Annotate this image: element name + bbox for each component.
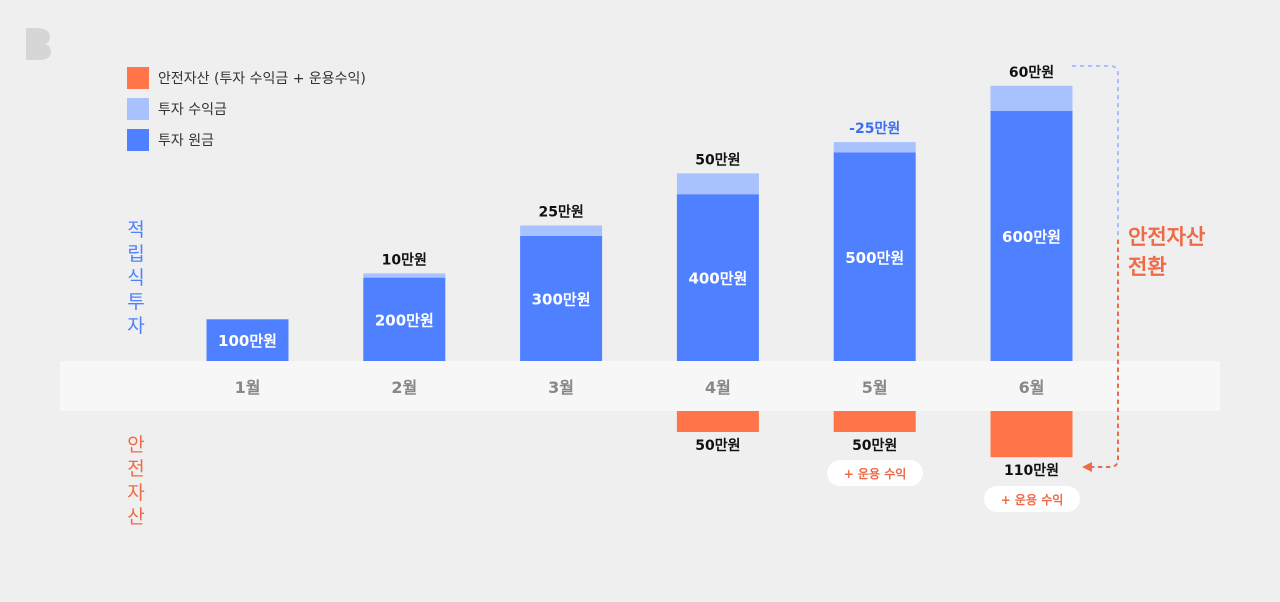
legend-label: 안전자산 (투자 수익금 + 운용수익) [158, 71, 366, 87]
profit-value-label: 60만원 [1009, 65, 1054, 81]
safe-asset-bar [833, 411, 916, 432]
safe-asset-bar [676, 411, 759, 432]
safe-asset-value-label: 110만원 [1004, 463, 1059, 479]
principal-bar [676, 194, 759, 361]
legend-item-profit: 투자 수익금 [127, 98, 366, 120]
legend-label: 투자 원금 [158, 133, 214, 149]
principal-bar [363, 277, 446, 361]
conversion-arrow-head [1082, 462, 1092, 472]
side-label-safe-asset: 안전자산 [127, 434, 145, 528]
x-tick-label: 3월 [548, 378, 574, 397]
x-tick-label: 4월 [705, 378, 731, 397]
profit-bar [520, 225, 603, 236]
profit-value-label: -25만원 [849, 121, 900, 137]
profit-bar [990, 85, 1073, 111]
profit-value-label: 25만원 [538, 204, 583, 220]
operating-profit-pill-june: + 운용 수익 [984, 486, 1080, 512]
principal-value-label: 400만원 [688, 270, 747, 288]
x-tick-label: 6월 [1019, 378, 1045, 397]
profit-bar [363, 273, 446, 278]
principal-value-label: 500만원 [845, 249, 904, 267]
brand-logo [24, 26, 52, 66]
legend-label: 투자 수익금 [158, 102, 227, 118]
principal-value-label: 200만원 [375, 311, 434, 329]
profit-bar [833, 142, 916, 153]
principal-bar [833, 152, 916, 361]
safe-asset-value-label: 50만원 [695, 438, 740, 454]
x-tick-label: 2월 [391, 378, 417, 397]
principal-value-label: 100만원 [218, 332, 277, 350]
legend-item-principal: 투자 원금 [127, 129, 366, 151]
principal-bar [990, 110, 1073, 361]
principal-bar [206, 319, 289, 361]
x-axis-band [60, 361, 1220, 411]
x-tick-label: 1월 [235, 378, 261, 397]
profit-value-label: 50만원 [695, 152, 740, 168]
legend-item-safe-asset: 안전자산 (투자 수익금 + 운용수익) [127, 67, 366, 89]
side-label-installment: 적립식투자 [127, 219, 145, 337]
legend-swatch-safe-asset [127, 67, 149, 89]
safe-asset-conversion-label: 안전자산 전환 [1128, 225, 1206, 279]
principal-value-label: 600만원 [1002, 228, 1061, 246]
legend-swatch-principal [127, 129, 149, 151]
profit-value-label: 10만원 [382, 252, 427, 268]
operating-profit-pill-may: + 운용 수익 [827, 460, 923, 486]
principal-bar [520, 235, 603, 361]
legend-swatch-profit [127, 98, 149, 120]
x-tick-label: 5월 [862, 378, 888, 397]
profit-bar [676, 173, 759, 195]
conversion-arrow-bottom [1090, 240, 1119, 468]
chart-legend: 안전자산 (투자 수익금 + 운용수익) 투자 수익금 투자 원금 [127, 67, 366, 160]
safe-asset-bar [990, 411, 1073, 458]
principal-value-label: 300만원 [532, 290, 591, 308]
safe-asset-value-label: 50만원 [852, 438, 897, 454]
